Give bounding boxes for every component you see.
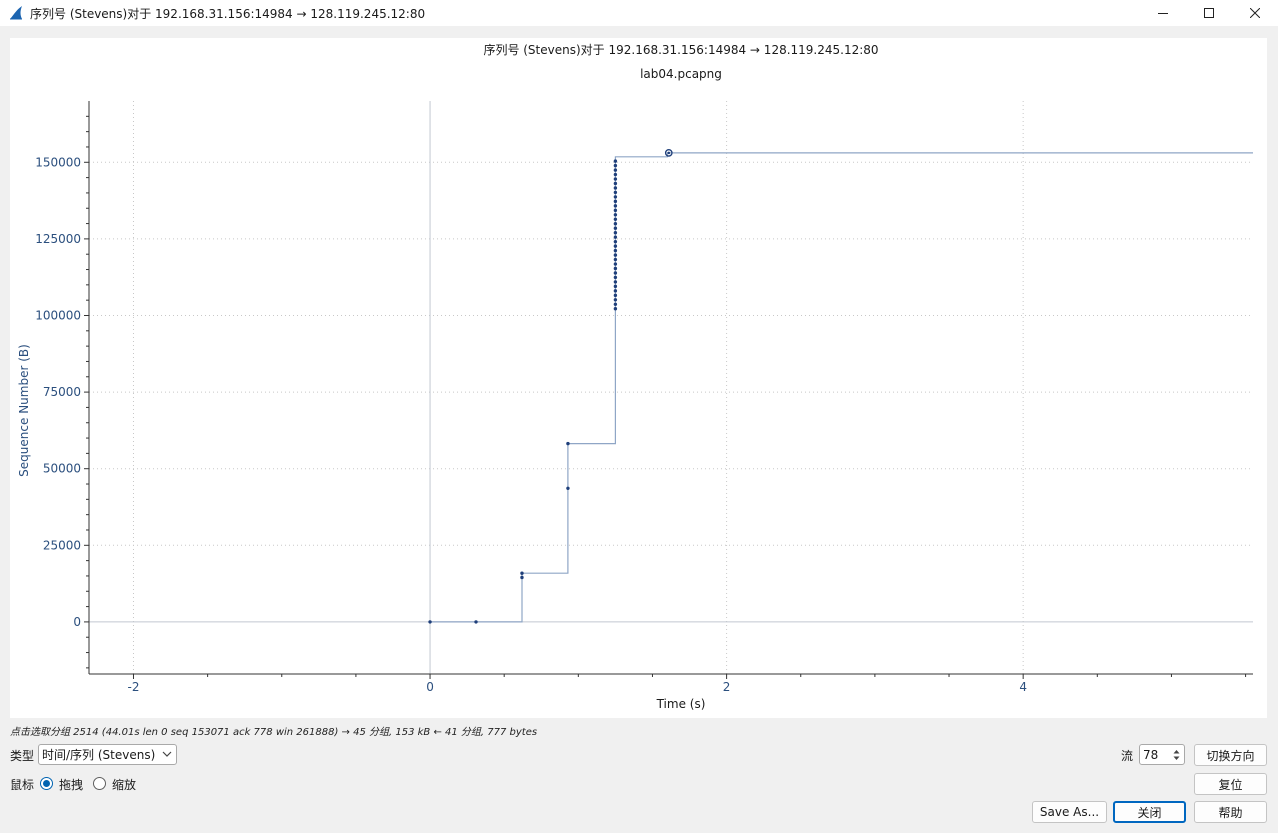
y-tick-label: 125000: [35, 232, 81, 246]
x-tick-label: -2: [127, 680, 139, 694]
data-point[interactable]: [428, 620, 432, 624]
zoom-radio[interactable]: [93, 777, 106, 790]
data-point[interactable]: [613, 266, 618, 271]
x-tick-label: 2: [723, 680, 731, 694]
data-point[interactable]: [613, 253, 618, 257]
data-point[interactable]: [613, 271, 618, 275]
x-axis-label: Time (s): [656, 697, 706, 711]
selected-point-marker[interactable]: [664, 149, 673, 157]
y-tick-label: 100000: [35, 308, 81, 322]
data-point[interactable]: [613, 257, 618, 262]
type-label: 类型: [10, 749, 35, 763]
selected-point[interactable]: [667, 151, 671, 155]
data-point[interactable]: [613, 298, 618, 302]
switch-direction-button[interactable]: 切换方向: [1194, 744, 1267, 766]
data-point[interactable]: [613, 302, 618, 306]
graph-type-value: 时间/序列 (Stevens): [42, 748, 156, 762]
data-point[interactable]: [613, 204, 618, 208]
data-point[interactable]: [613, 230, 618, 235]
minimize-icon: [1158, 13, 1168, 14]
window-title: 序列号 (Stevens)对于 192.168.31.156:14984 → 1…: [30, 6, 426, 21]
data-point[interactable]: [613, 172, 618, 177]
wireshark-shark-fin-icon: [10, 6, 22, 20]
y-tick-label: 25000: [43, 538, 81, 552]
x-tick-label: 4: [1019, 680, 1027, 694]
status-text: 点击选取分组 2514 (44.01s len 0 seq 153071 ack…: [10, 727, 538, 738]
chevron-down-icon[interactable]: [1173, 756, 1180, 761]
data-point[interactable]: [613, 217, 618, 221]
data-point[interactable]: [613, 163, 618, 168]
data-point[interactable]: [613, 248, 618, 253]
y-tick-label: 150000: [35, 155, 81, 169]
data-point[interactable]: [520, 575, 524, 580]
zoom-radio-label[interactable]: 缩放: [112, 778, 137, 792]
y-tick-label: 50000: [43, 462, 81, 476]
data-point[interactable]: [566, 486, 570, 491]
maximize-button[interactable]: [1186, 0, 1232, 26]
title-bar: 序列号 (Stevens)对于 192.168.31.156:14984 → 1…: [0, 0, 1278, 26]
data-point[interactable]: [613, 284, 618, 289]
chevron-up-icon[interactable]: [1173, 749, 1180, 754]
maximize-icon: [1204, 8, 1214, 18]
data-point[interactable]: [613, 181, 618, 186]
data-point[interactable]: [613, 262, 618, 266]
data-point[interactable]: [566, 441, 570, 446]
close-button[interactable]: 关闭: [1113, 801, 1186, 823]
data-point[interactable]: [613, 177, 618, 181]
data-point[interactable]: [613, 307, 618, 311]
chevron-down-icon: [162, 751, 172, 757]
close-icon: [1250, 8, 1260, 18]
data-point[interactable]: [613, 222, 618, 226]
chart-subtitle: lab04.pcapng: [640, 67, 722, 81]
help-button[interactable]: 帮助: [1194, 801, 1267, 823]
y-tick-label: 75000: [43, 385, 81, 399]
y-tick-label: 0: [73, 615, 81, 629]
data-point[interactable]: [613, 195, 618, 199]
stream-label: 流: [1121, 749, 1134, 763]
minimize-button[interactable]: [1140, 0, 1186, 26]
data-point[interactable]: [613, 293, 618, 298]
graph-type-select[interactable]: 时间/序列 (Stevens): [38, 744, 177, 765]
y-axis-label: Sequence Number (B): [17, 344, 31, 477]
data-point[interactable]: [613, 186, 618, 190]
sequence-number-chart[interactable]: 序列号 (Stevens)对于 192.168.31.156:14984 → 1…: [10, 38, 1267, 718]
data-point[interactable]: [613, 208, 618, 213]
drag-radio[interactable]: [40, 777, 53, 790]
data-point[interactable]: [474, 620, 478, 624]
save-as-button[interactable]: Save As...: [1032, 801, 1107, 823]
data-point[interactable]: [613, 168, 618, 172]
data-point[interactable]: [613, 239, 618, 244]
data-point[interactable]: [613, 275, 618, 280]
series-step-line: [430, 152, 1253, 623]
close-window-button[interactable]: [1232, 0, 1278, 26]
data-point[interactable]: [613, 213, 618, 217]
reset-button[interactable]: 复位: [1194, 773, 1267, 795]
chart-title: 序列号 (Stevens)对于 192.168.31.156:14984 → 1…: [483, 42, 878, 57]
stream-value: 78: [1143, 747, 1159, 762]
mouse-label: 鼠标: [10, 778, 35, 792]
plot-area[interactable]: 序列号 (Stevens)对于 192.168.31.156:14984 → 1…: [10, 38, 1267, 718]
data-point[interactable]: [613, 280, 618, 284]
data-point[interactable]: [613, 159, 618, 163]
data-point[interactable]: [613, 226, 618, 230]
data-point[interactable]: [613, 244, 618, 248]
data-point[interactable]: [520, 571, 524, 575]
data-point[interactable]: [613, 190, 618, 195]
drag-radio-label[interactable]: 拖拽: [59, 778, 84, 792]
data-point[interactable]: [613, 199, 618, 204]
data-point[interactable]: [613, 235, 618, 239]
data-point[interactable]: [613, 289, 618, 293]
stream-stepper[interactable]: [1170, 746, 1183, 763]
x-tick-label: 0: [426, 680, 434, 694]
stream-spinbox[interactable]: 78: [1139, 744, 1185, 765]
